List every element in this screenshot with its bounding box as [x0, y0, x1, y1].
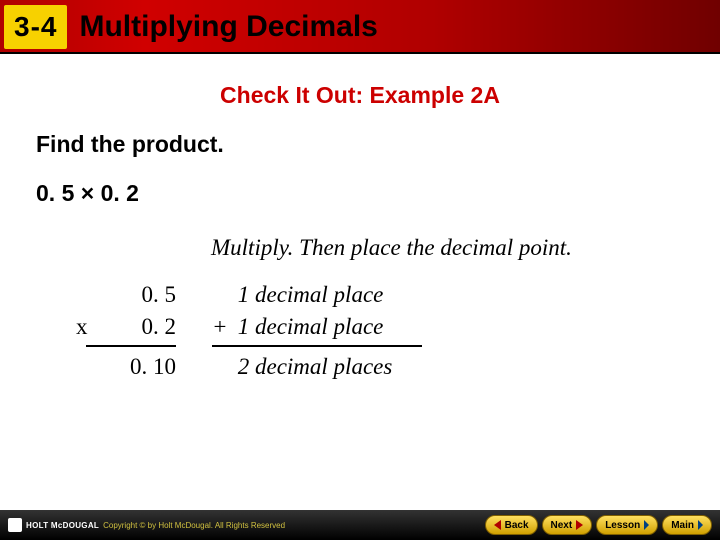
copyright-text: Copyright © by Holt McDougal. All Rights… — [103, 521, 285, 530]
places-result-text: 2 decimal places — [238, 354, 393, 379]
decimal-places-column: 1 decimal place + 1 decimal place 2 deci… — [212, 279, 422, 384]
content-area: Check It Out: Example 2A Find the produc… — [0, 54, 720, 384]
places-rule — [212, 345, 422, 347]
places-1-text: 1 decimal place — [238, 282, 384, 307]
plus-sign: + — [212, 311, 232, 343]
hint-text: Multiply. Then place the decimal point. — [211, 235, 684, 261]
product: 0. 10 — [76, 351, 176, 383]
multiplier-row: x 0. 2 — [76, 311, 176, 343]
main-label: Main — [671, 520, 694, 531]
problem-expression: 0. 5 × 0. 2 — [36, 180, 684, 207]
times-sign: x — [76, 311, 88, 343]
spacer — [212, 279, 232, 311]
next-label: Next — [551, 520, 573, 531]
equals-rule — [86, 345, 176, 347]
multiplication-column: 0. 5 x 0. 2 0. 10 — [76, 279, 176, 384]
multiplicand: 0. 5 — [76, 279, 176, 311]
places-line-1: 1 decimal place — [212, 279, 422, 311]
footer-bar: HOLT McDOUGAL Copyright © by Holt McDoug… — [0, 510, 720, 540]
back-button[interactable]: Back — [485, 515, 538, 535]
footer-left: HOLT McDOUGAL Copyright © by Holt McDoug… — [8, 518, 481, 532]
chevron-right-icon — [644, 520, 649, 530]
chevron-left-icon — [494, 520, 501, 530]
chevron-right-icon — [576, 520, 583, 530]
lesson-label: Lesson — [605, 520, 640, 531]
main-button[interactable]: Main — [662, 515, 712, 535]
chevron-right-icon — [698, 520, 703, 530]
places-result: 2 decimal places — [212, 351, 422, 383]
places-2-text: 1 decimal place — [238, 314, 384, 339]
lesson-button[interactable]: Lesson — [596, 515, 658, 535]
holt-logo-icon — [8, 518, 22, 532]
example-title: Check It Out: Example 2A — [36, 82, 684, 109]
work-area: 0. 5 x 0. 2 0. 10 1 decimal place + 1 de… — [76, 279, 684, 384]
header-bar: 3-4 Multiplying Decimals — [0, 0, 720, 54]
places-line-2: + 1 decimal place — [212, 311, 422, 343]
multiplier: 0. 2 — [142, 314, 177, 339]
next-button[interactable]: Next — [542, 515, 593, 535]
section-badge: 3-4 — [4, 5, 67, 49]
instruction-text: Find the product. — [36, 131, 684, 158]
brand-text: HOLT McDOUGAL — [26, 521, 99, 530]
spacer — [212, 351, 232, 383]
back-label: Back — [505, 520, 529, 531]
header-title: Multiplying Decimals — [79, 10, 377, 44]
